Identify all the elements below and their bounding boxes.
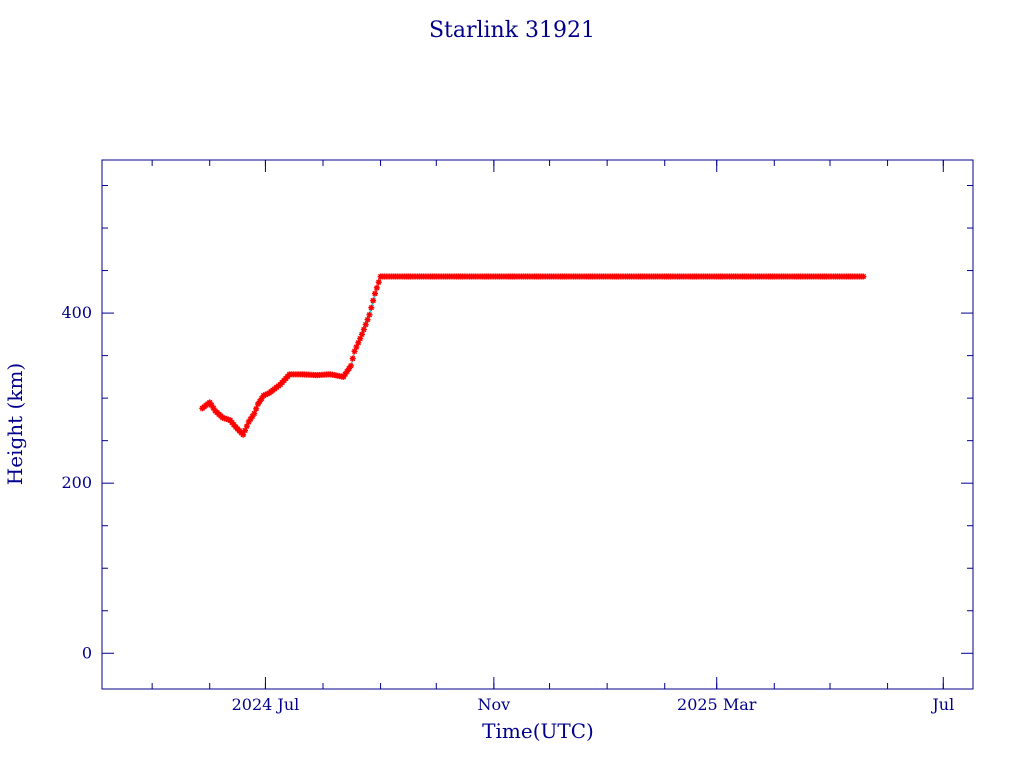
axis-ticks bbox=[102, 160, 973, 689]
data-point-marker bbox=[347, 362, 354, 369]
data-point-marker bbox=[262, 391, 269, 398]
data-point-marker bbox=[353, 344, 360, 351]
data-point-marker bbox=[247, 416, 254, 423]
y-tick-label: 200 bbox=[61, 473, 92, 492]
data-point-marker bbox=[255, 401, 261, 408]
data-point-marker bbox=[355, 339, 362, 346]
data-point-marker bbox=[253, 405, 260, 412]
data-point-marker bbox=[344, 368, 351, 375]
data-point-marker bbox=[362, 321, 369, 328]
x-axis-label: Time(UTC) bbox=[482, 719, 594, 743]
y-axis-label: Height (km) bbox=[3, 363, 27, 485]
data-point-marker bbox=[372, 290, 378, 297]
data-point-marker bbox=[206, 399, 213, 406]
data-point-marker bbox=[240, 431, 247, 438]
x-tick-label: Jul bbox=[930, 695, 954, 714]
data-point-marker bbox=[245, 418, 252, 425]
data-point-marker bbox=[260, 392, 267, 399]
data-point-marker bbox=[359, 331, 365, 338]
data-point-marker bbox=[375, 279, 382, 286]
y-tick-label: 400 bbox=[61, 303, 92, 322]
data-point-marker bbox=[360, 326, 367, 333]
data-point-marker bbox=[368, 304, 375, 311]
x-tick-label: Nov bbox=[478, 695, 511, 714]
data-point-marker bbox=[370, 297, 377, 304]
x-axis-tick-labels: 2024 Jul Nov 2025 Mar Jul bbox=[232, 695, 955, 714]
data-point-marker bbox=[210, 405, 217, 412]
data-point-marker bbox=[373, 284, 380, 291]
data-point-marker bbox=[242, 427, 248, 434]
x-tick-label: 2025 Mar bbox=[677, 695, 757, 714]
data-point-marker bbox=[340, 373, 347, 380]
data-point-marker bbox=[366, 311, 373, 318]
data-point-marker bbox=[251, 410, 258, 417]
data-point-marker bbox=[346, 365, 352, 372]
data-point-marker bbox=[860, 273, 867, 280]
plot-area-frame bbox=[101, 159, 974, 690]
chart-title: Starlink 31921 bbox=[429, 18, 595, 43]
data-point-marker bbox=[208, 402, 215, 409]
data-point-marker bbox=[351, 348, 358, 355]
height-series-line bbox=[201, 275, 864, 437]
y-axis-tick-labels: 0 200 400 bbox=[61, 303, 92, 662]
data-point-marker bbox=[258, 395, 265, 402]
data-point-marker bbox=[364, 316, 371, 323]
data-point-marker bbox=[357, 335, 364, 342]
data-point-marker bbox=[264, 390, 271, 397]
y-tick-label: 0 bbox=[82, 643, 92, 662]
x-tick-label: 2024 Jul bbox=[232, 695, 300, 714]
data-point-marker bbox=[243, 423, 250, 430]
data-points bbox=[199, 273, 867, 438]
data-point-marker bbox=[249, 413, 256, 420]
data-point-marker bbox=[342, 371, 349, 378]
data-point-marker bbox=[349, 355, 356, 362]
data-point-marker bbox=[256, 398, 263, 405]
